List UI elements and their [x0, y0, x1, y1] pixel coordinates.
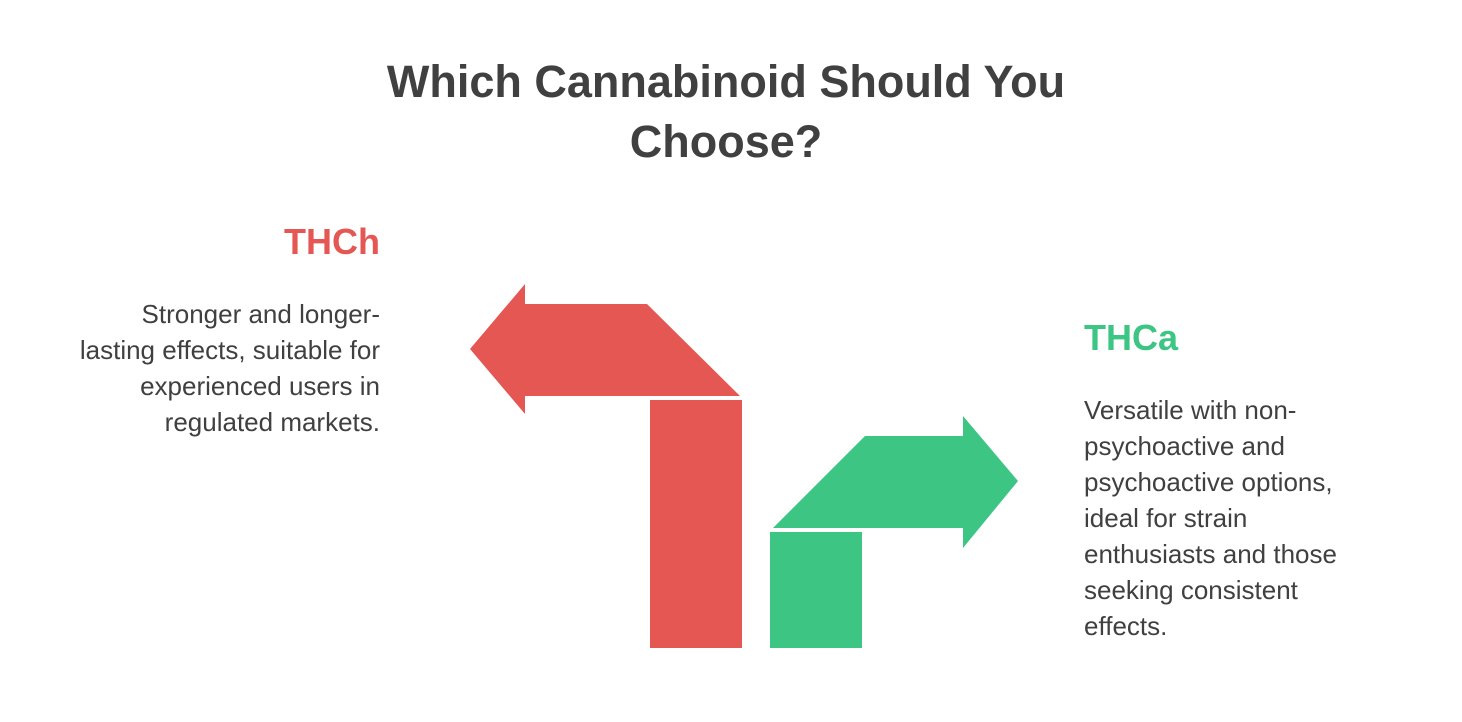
- thch-heading: THCh: [284, 221, 380, 262]
- thca-arrow-head-icon: [773, 416, 1018, 548]
- thch-arrow-stem: [650, 400, 742, 648]
- thca-heading: THCa: [1084, 317, 1179, 358]
- thca-description: Versatile with non-psychoactive and psyc…: [1084, 395, 1337, 641]
- thch-description: Stronger and longer-lasting effects, sui…: [79, 299, 380, 437]
- thca-arrow: [770, 416, 1018, 648]
- thch-arrow: [470, 284, 742, 648]
- page-title: Which Cannabinoid Should You Choose?: [386, 56, 1066, 167]
- thca-arrow-stem: [770, 532, 862, 648]
- thch-arrow-head-icon: [470, 284, 740, 414]
